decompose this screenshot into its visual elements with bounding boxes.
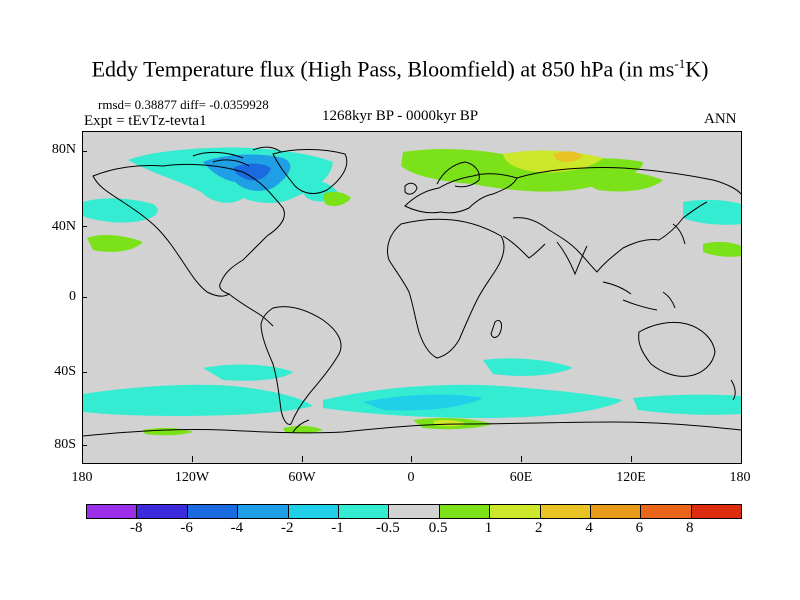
lon-label-120e: 120E xyxy=(616,470,646,485)
colorbar-label: 2 xyxy=(535,520,543,536)
anomaly-fields xyxy=(83,147,741,436)
coast-se-asia xyxy=(602,281,676,311)
lat-label-40n: 40N xyxy=(51,219,76,234)
title-main: Eddy Temperature flux (High Pass, Bloomf… xyxy=(91,56,675,82)
anomaly-pacific-green-east xyxy=(703,241,741,257)
chart-title: Eddy Temperature flux (High Pass, Bloomf… xyxy=(0,56,800,82)
colorbar-label: 1 xyxy=(484,520,493,536)
anomaly-europe-green xyxy=(323,191,351,206)
colorbar-swatch xyxy=(439,505,491,518)
colorbar-label: 0.5 xyxy=(428,520,448,536)
lon-label-120w: 120W xyxy=(174,470,210,485)
coast-arabia-india xyxy=(502,235,588,276)
anomaly-southern-band-core xyxy=(363,394,483,411)
coast-arctic-islands xyxy=(192,146,282,167)
anomaly-pacific-green-west xyxy=(87,235,143,252)
colorbar xyxy=(86,504,742,519)
coast-japan xyxy=(672,223,686,245)
lon-label-60e: 60E xyxy=(509,470,533,485)
anomaly-antarctic-green-2 xyxy=(143,427,193,436)
coast-australia xyxy=(638,321,716,377)
colorbar-swatch xyxy=(87,505,138,518)
lon-label-60w: 60W xyxy=(288,470,316,485)
title-superscript: -1 xyxy=(674,56,686,71)
colorbar-label: 4 xyxy=(585,520,593,536)
anomaly-southern-cyan-upper xyxy=(203,364,293,381)
coast-north-america xyxy=(92,163,285,297)
coast-greenland xyxy=(272,149,348,194)
coast-africa xyxy=(387,218,505,359)
season-text: ANN xyxy=(704,111,737,127)
anomaly-arctic-orange xyxy=(553,151,583,163)
coast-uk xyxy=(404,182,418,195)
anomaly-southern-cyan-africa xyxy=(483,358,573,376)
lon-label-0: 0 xyxy=(407,470,415,485)
coast-south-america xyxy=(260,306,342,425)
colorbar-swatch xyxy=(641,505,692,518)
title-tail: K) xyxy=(685,56,709,82)
colorbar-label: -8 xyxy=(130,520,143,536)
colorbar-swatch xyxy=(338,505,390,518)
colorbar-label: 8 xyxy=(685,520,694,536)
coast-antarctica xyxy=(83,421,741,437)
anomaly-pacific-north-blue xyxy=(83,198,158,223)
colorbar-swatch xyxy=(187,505,239,518)
lat-label-80s: 80S xyxy=(54,437,76,452)
experiment-text: Expt = tEvTz-tevta1 xyxy=(84,113,207,129)
colorbar-swatch xyxy=(288,505,339,518)
coast-antarctic-peninsula xyxy=(292,419,310,433)
colorbar-label: -0.5 xyxy=(375,520,400,536)
lon-label-180w: 180 xyxy=(71,470,93,485)
anomaly-southern-band-west xyxy=(83,384,313,416)
colorbar-swatch xyxy=(238,505,289,518)
colorbar-swatch xyxy=(590,505,642,518)
coast-central-america xyxy=(228,293,274,327)
anomaly-greenland-core xyxy=(233,163,271,181)
colorbar-swatch xyxy=(137,505,188,518)
coast-madagascar xyxy=(490,319,502,338)
lon-label-180e: 180 xyxy=(729,470,751,485)
colorbar-label: -1 xyxy=(331,520,344,536)
colorbar-swatch xyxy=(540,505,591,518)
colorbar-swatch xyxy=(691,505,742,518)
anomaly-siberia-green xyxy=(582,170,663,192)
coast-asia xyxy=(512,166,741,273)
coast-scandinavia xyxy=(436,161,480,188)
map-svg xyxy=(83,146,741,437)
lat-label-0: 0 xyxy=(69,289,76,304)
colorbar-swatch xyxy=(389,505,440,518)
map-panel xyxy=(82,131,742,464)
lat-label-40s: 40S xyxy=(54,364,76,379)
time-range-text: 1268kyr BP - 0000kyr BP xyxy=(322,108,479,124)
coast-new-zealand xyxy=(730,379,736,401)
colorbar-label: -6 xyxy=(180,520,193,536)
coast-europe xyxy=(404,173,518,214)
lat-label-80n: 80N xyxy=(51,142,76,157)
anomaly-pacific-north-blue-east xyxy=(683,199,741,225)
colorbar-label: -4 xyxy=(230,520,244,536)
colorbar-swatch xyxy=(490,505,541,518)
colorbar-label: 6 xyxy=(635,520,644,536)
coastlines xyxy=(83,146,741,437)
anomaly-southern-band-east xyxy=(633,394,741,415)
rmsd-text: rmsd= 0.38877 diff= -0.0359928 xyxy=(98,97,269,112)
colorbar-label: -2 xyxy=(280,520,294,536)
